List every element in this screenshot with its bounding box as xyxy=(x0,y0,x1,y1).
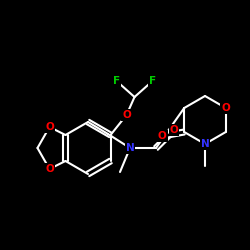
Text: O: O xyxy=(158,131,166,141)
Text: O: O xyxy=(222,103,230,113)
Text: O: O xyxy=(122,110,131,120)
Text: N: N xyxy=(126,143,134,153)
Text: N: N xyxy=(200,139,209,149)
Text: O: O xyxy=(170,125,178,135)
Text: F: F xyxy=(113,76,120,86)
Text: O: O xyxy=(45,122,54,132)
Text: O: O xyxy=(45,164,54,174)
Text: F: F xyxy=(149,76,156,86)
